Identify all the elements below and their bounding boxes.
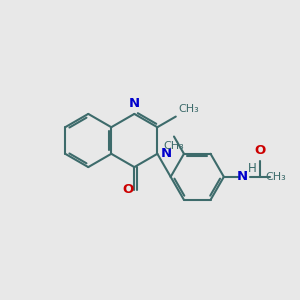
Text: O: O — [254, 144, 266, 157]
Text: O: O — [122, 183, 133, 196]
Text: N: N — [161, 147, 172, 160]
Text: CH₃: CH₃ — [164, 141, 184, 151]
Text: H: H — [248, 162, 257, 175]
Text: N: N — [237, 170, 248, 183]
Text: N: N — [129, 97, 140, 110]
Text: CH₃: CH₃ — [265, 172, 286, 182]
Text: CH₃: CH₃ — [178, 104, 200, 114]
